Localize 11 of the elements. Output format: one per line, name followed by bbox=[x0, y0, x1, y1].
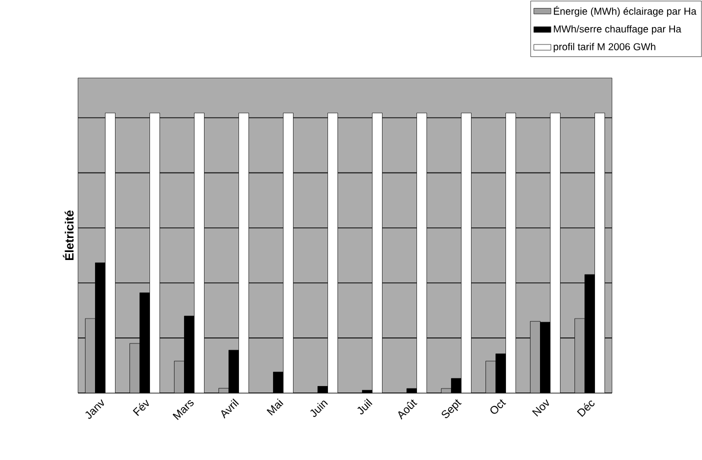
x-tick-label: Oct bbox=[490, 399, 506, 414]
legend-label: MWh/serre chauffage par Ha bbox=[554, 25, 682, 35]
y-axis-title: Életricité bbox=[62, 210, 74, 260]
x-tick-label: Juil bbox=[357, 398, 372, 414]
legend-label: Énergie (MWh) éclairage par Ha bbox=[554, 6, 696, 17]
x-tick-label: Nov bbox=[532, 399, 550, 417]
x-tick-label: Déc bbox=[576, 400, 594, 417]
x-tick-label: Fév bbox=[132, 400, 149, 416]
x-tick-label: Juin bbox=[310, 400, 328, 417]
x-tick-label: Mai bbox=[266, 398, 284, 416]
legend-label: profil tarif M 2006 GWh bbox=[554, 42, 656, 52]
